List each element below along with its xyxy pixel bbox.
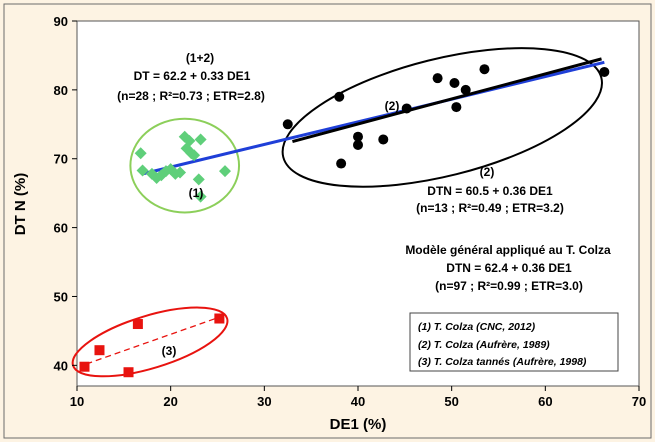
x-tick-label: 10 [70, 394, 84, 409]
data-point-circle [451, 102, 462, 113]
data-point-circle [599, 66, 610, 77]
x-tick-label: 70 [632, 394, 646, 409]
annotation-general-line3: (n=97 ; R²=0.99 ; ETR=3.0) [435, 279, 583, 293]
data-point-diamond [188, 149, 201, 162]
annotation-group12: (1+2) DT = 62.2 + 0.33 DE1 (n=28 ; R²=0.… [117, 51, 265, 103]
data-point-square [79, 361, 90, 372]
annotation-general-line1: Modèle général appliqué au T. Colza [405, 243, 611, 257]
y-axis-title: DT N (%) [12, 173, 29, 236]
x-tick-label: 60 [538, 394, 552, 409]
data-point-square [214, 313, 225, 324]
annotation-group3-label: (3) [162, 344, 177, 358]
data-point-circle [282, 119, 293, 130]
outer-border [3, 3, 652, 439]
legend-item-2: (2) T. Colza (Aufrère, 1989) [418, 339, 550, 351]
annotation-group2-line3: (n=13 ; R²=0.49 ; ETR=3.2) [416, 201, 564, 215]
annotation-group2-label: (2) [385, 99, 400, 113]
annotation-group2-eq: (2) DTN = 60.5 + 0.36 DE1 (n=13 ; R²=0.4… [416, 165, 564, 215]
data-point-diamond [174, 166, 187, 179]
x-tick-label: 50 [444, 394, 458, 409]
data-point-circle [353, 139, 363, 150]
data-point-circle [432, 73, 443, 84]
axes: 10 20 30 40 50 60 70 40 50 60 70 80 90 [54, 14, 647, 409]
y-tick-label: 40 [54, 358, 68, 373]
data-point-circle [449, 77, 460, 88]
x-tick-label: 30 [257, 394, 271, 409]
data-point-circle [378, 134, 389, 145]
y-tick-label: 80 [54, 83, 68, 98]
data-point-diamond [183, 134, 196, 147]
regression-lines [86, 57, 605, 365]
group-ellipse [129, 117, 241, 214]
legend-box: (1) T. Colza (CNC, 2012) (2) T. Colza (A… [409, 312, 619, 372]
annotation-group12-line1: (1+2) [186, 51, 214, 65]
regression-line [142, 60, 605, 176]
legend-frame [409, 312, 619, 372]
data-point-circle [334, 91, 345, 102]
x-tick-label: 40 [351, 394, 365, 409]
y-tick-label: 90 [54, 14, 68, 29]
data-point-diamond [192, 173, 205, 186]
data-point-circle [353, 131, 363, 142]
regression-line [292, 57, 602, 143]
annotation-general: Modèle général appliqué au T. Colza DTN … [405, 243, 611, 293]
annotation-group1-label: (1) [189, 186, 204, 200]
legend-item-1: (1) T. Colza (CNC, 2012) [418, 321, 536, 333]
x-axis-title: DE1 (%) [330, 416, 387, 433]
data-point-circle [479, 64, 490, 75]
data-point-diamond [134, 147, 147, 160]
x-tick-label: 20 [163, 394, 177, 409]
annotation-general-line2: DTN = 62.4 + 0.36 DE1 [446, 261, 572, 275]
y-tick-label: 60 [54, 221, 68, 236]
data-point-circle [336, 158, 347, 169]
data-point-circle [460, 84, 471, 95]
annotation-group12-line2: DT = 62.2 + 0.33 DE1 [134, 69, 251, 83]
legend-item-3: (3) T. Colza tannés (Aufrère, 1998) [418, 356, 587, 368]
annotation-group2-line2: DTN = 60.5 + 0.36 DE1 [427, 184, 553, 198]
y-tick-label: 70 [54, 152, 68, 167]
data-point-diamond [194, 133, 207, 146]
data-point-diamond [194, 190, 207, 203]
data-point-diamond [218, 165, 231, 178]
y-tick-label: 50 [54, 289, 68, 304]
data-point-square [123, 367, 134, 378]
data-points [79, 64, 610, 378]
data-point-square [132, 319, 143, 330]
annotation-group2-line1: (2) [480, 165, 495, 179]
data-point-diamond [136, 164, 149, 177]
data-point-square [94, 345, 105, 356]
group-ellipse [281, 47, 603, 188]
regression-line [86, 317, 218, 365]
data-point-circle [401, 103, 412, 114]
annotation-group12-line3: (n=28 ; R²=0.73 ; ETR=2.8) [117, 89, 265, 103]
